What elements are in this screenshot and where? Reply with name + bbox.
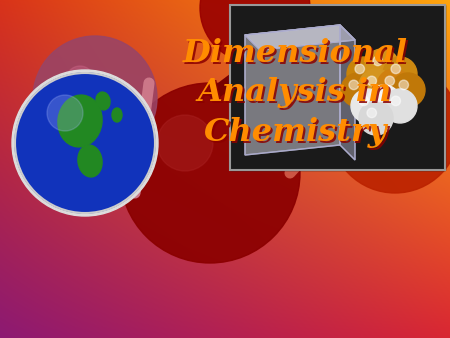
- Circle shape: [391, 73, 425, 107]
- Circle shape: [349, 80, 359, 90]
- Bar: [230, 5, 445, 170]
- Circle shape: [391, 64, 400, 74]
- Text: Analysis in: Analysis in: [198, 77, 392, 108]
- Circle shape: [47, 95, 83, 131]
- Circle shape: [377, 69, 411, 103]
- Circle shape: [15, 73, 155, 213]
- Circle shape: [391, 96, 400, 106]
- Circle shape: [359, 96, 369, 106]
- Circle shape: [383, 89, 417, 123]
- Circle shape: [365, 49, 399, 83]
- Circle shape: [200, 0, 310, 63]
- Circle shape: [373, 56, 382, 66]
- Text: Analysis in: Analysis in: [200, 79, 394, 111]
- Circle shape: [120, 83, 300, 263]
- Ellipse shape: [58, 95, 102, 147]
- Circle shape: [359, 69, 393, 103]
- Ellipse shape: [78, 145, 102, 177]
- Text: Dimensional: Dimensional: [184, 40, 410, 71]
- Circle shape: [355, 64, 364, 74]
- Text: Chemistry: Chemistry: [203, 118, 387, 148]
- Circle shape: [330, 63, 450, 193]
- Ellipse shape: [112, 108, 122, 122]
- Circle shape: [385, 76, 395, 86]
- Text: Chemistry: Chemistry: [205, 120, 389, 150]
- Circle shape: [375, 92, 384, 102]
- Circle shape: [351, 89, 385, 123]
- Polygon shape: [245, 25, 355, 50]
- Bar: [230, 5, 445, 170]
- Circle shape: [12, 70, 158, 216]
- Circle shape: [383, 57, 417, 91]
- Circle shape: [341, 73, 375, 107]
- Circle shape: [367, 76, 377, 86]
- Circle shape: [33, 36, 157, 160]
- Polygon shape: [340, 25, 355, 160]
- Circle shape: [157, 115, 213, 171]
- Text: Dimensional: Dimensional: [183, 38, 408, 69]
- Circle shape: [359, 101, 393, 135]
- Polygon shape: [245, 25, 340, 155]
- Ellipse shape: [96, 92, 110, 110]
- Circle shape: [367, 108, 377, 118]
- Circle shape: [399, 80, 409, 90]
- Circle shape: [367, 85, 401, 119]
- Circle shape: [347, 57, 381, 91]
- Circle shape: [66, 66, 94, 94]
